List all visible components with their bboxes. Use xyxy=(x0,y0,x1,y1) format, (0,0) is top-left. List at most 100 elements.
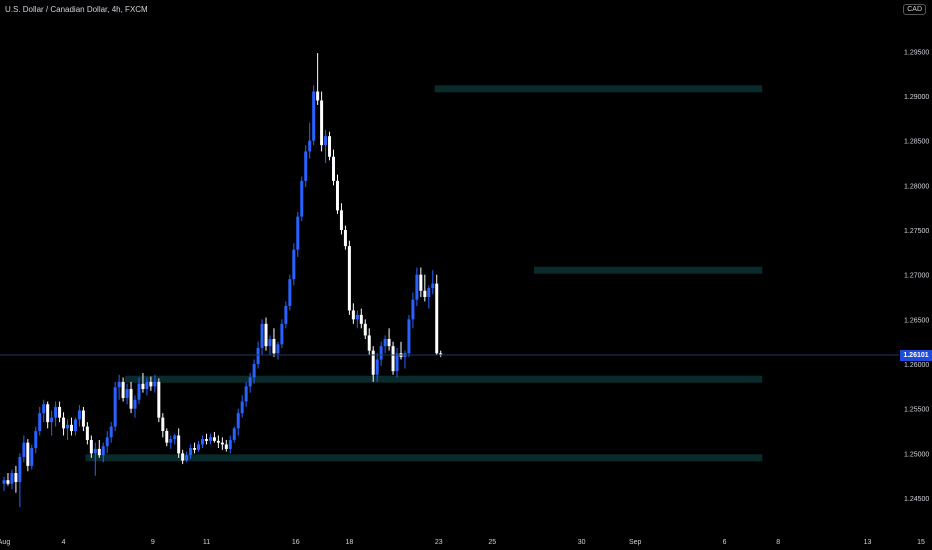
x-tick-label: 4 xyxy=(62,539,66,546)
candle-body xyxy=(42,404,46,414)
time-axis[interactable]: Aug 4 9 11 16 18 23 25 30 Sep 6 8 13 15 xyxy=(0,539,925,546)
candle-body xyxy=(435,283,439,354)
candle xyxy=(133,395,137,418)
candle xyxy=(268,335,272,356)
y-tick-label: 1.27500 xyxy=(904,228,929,235)
candle-body xyxy=(46,404,50,423)
candle-body xyxy=(177,435,181,454)
candle xyxy=(332,149,336,186)
candle xyxy=(181,449,185,465)
candle-body xyxy=(439,353,443,355)
candle xyxy=(46,401,50,429)
plot-area xyxy=(2,53,763,507)
candle-body xyxy=(224,444,228,449)
zone-resistance-mid[interactable] xyxy=(533,266,763,274)
candle-body xyxy=(85,426,89,440)
x-tick-label: 18 xyxy=(345,539,353,546)
candle xyxy=(22,435,26,463)
candle xyxy=(343,225,347,250)
candle xyxy=(272,328,276,357)
candle xyxy=(177,428,181,458)
candle xyxy=(77,405,81,427)
candle xyxy=(296,212,300,257)
candle xyxy=(66,419,70,440)
candle-body xyxy=(117,381,121,388)
candle xyxy=(137,377,141,405)
candle-body xyxy=(125,389,129,398)
candle xyxy=(228,435,232,454)
y-tick-label: 1.25500 xyxy=(904,407,929,414)
candle xyxy=(324,129,328,163)
candle-body xyxy=(30,448,34,466)
candle xyxy=(288,274,292,311)
candle-body xyxy=(93,448,97,454)
candle xyxy=(363,319,367,340)
x-tick-label: Sep xyxy=(629,539,642,546)
candle xyxy=(308,122,312,159)
zone-support-low[interactable] xyxy=(85,454,763,462)
candle xyxy=(149,376,153,391)
candle-body xyxy=(153,381,157,387)
candle-body xyxy=(292,249,296,280)
candle xyxy=(316,53,320,105)
candle xyxy=(30,444,34,470)
candle-body xyxy=(81,410,85,427)
candle xyxy=(173,433,177,445)
candle xyxy=(18,453,22,507)
candle xyxy=(201,435,204,449)
y-tick-label: 1.29000 xyxy=(904,94,929,101)
candle xyxy=(224,439,228,452)
candle xyxy=(419,267,423,298)
candle xyxy=(165,428,169,447)
candle-body xyxy=(288,279,292,306)
currency-badge[interactable]: CAD xyxy=(903,4,926,15)
x-tick-label: 30 xyxy=(578,539,586,546)
x-tick-label: 23 xyxy=(435,539,443,546)
candle-body xyxy=(101,446,105,456)
candle xyxy=(248,372,252,393)
candle-body xyxy=(332,156,336,181)
price-axis[interactable]: 1.29500 1.29000 1.28500 1.28000 1.27500 1.270… xyxy=(904,49,929,503)
candle-body xyxy=(423,290,427,298)
zone-support-mid[interactable] xyxy=(125,375,763,383)
x-tick-label: 9 xyxy=(151,539,155,546)
x-tick-label: 16 xyxy=(292,539,300,546)
candle-body xyxy=(324,136,328,146)
candle-body xyxy=(208,437,212,441)
candle xyxy=(379,341,383,366)
candle-body xyxy=(157,381,161,418)
candle xyxy=(141,372,145,393)
candle-body xyxy=(232,428,236,440)
candle-body xyxy=(113,387,117,427)
candle-body xyxy=(173,435,177,440)
candle xyxy=(145,377,149,396)
candle-body xyxy=(121,381,125,398)
candle-body xyxy=(415,274,419,300)
candle-body xyxy=(359,314,363,324)
candle-body xyxy=(149,381,153,387)
x-tick-label: 13 xyxy=(864,539,872,546)
candle xyxy=(391,341,395,375)
candle xyxy=(244,381,248,407)
candle-body xyxy=(18,456,22,482)
candle-body xyxy=(185,455,189,461)
candle-body xyxy=(10,473,14,484)
candle xyxy=(189,444,193,459)
candle xyxy=(10,469,14,490)
candle xyxy=(292,243,296,286)
candle xyxy=(42,399,46,423)
candle xyxy=(312,85,316,146)
candle xyxy=(62,412,66,436)
candle-body xyxy=(6,480,10,484)
candle-body xyxy=(201,439,204,445)
candle-body xyxy=(58,406,62,418)
candle-body xyxy=(216,440,220,443)
zone-resistance-high[interactable] xyxy=(434,85,763,93)
candle-body xyxy=(252,364,256,378)
candle-body xyxy=(161,417,165,432)
y-tick-label: 1.26500 xyxy=(904,317,929,324)
x-tick-label: 6 xyxy=(723,539,727,546)
candle-body xyxy=(244,386,248,402)
candle xyxy=(395,347,399,378)
